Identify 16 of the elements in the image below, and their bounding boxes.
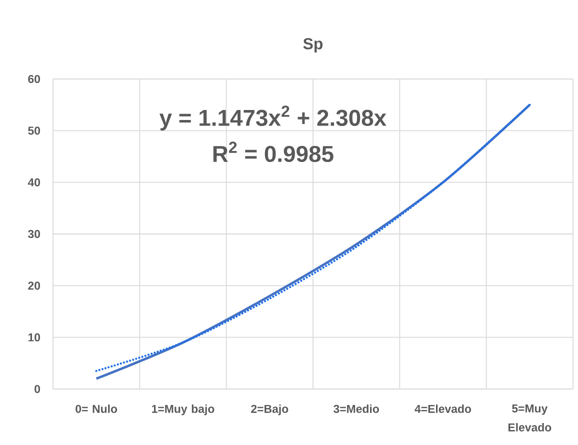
y-tick-label: 50 (28, 126, 40, 135)
y-tick-label: 10 (28, 333, 40, 342)
x-tick-label: 1=Muy bajo (152, 404, 214, 416)
x-tick-label: 0= Nulo (76, 404, 118, 413)
annotation: y = 1.1473x$^{2}$ + 2.308x (159, 106, 386, 131)
y-tick-label: 20 (28, 282, 40, 290)
y-tick-label: 0 (34, 384, 40, 394)
x-tick-label: 4=Elevado (414, 404, 472, 413)
x-tick-label: 2=Bajo (251, 404, 288, 416)
x-tick-label: 3=Medio (334, 404, 379, 413)
y-tick-label: 60 (28, 74, 40, 84)
x-tick-label: 5=Muy Elevado (508, 404, 552, 432)
chart-title: Sp (303, 38, 323, 53)
y-tick-label: 40 (28, 178, 40, 186)
annotation: R$^{2}$ = 0.9985 (213, 142, 334, 162)
y-tick-label: 30 (28, 230, 40, 238)
